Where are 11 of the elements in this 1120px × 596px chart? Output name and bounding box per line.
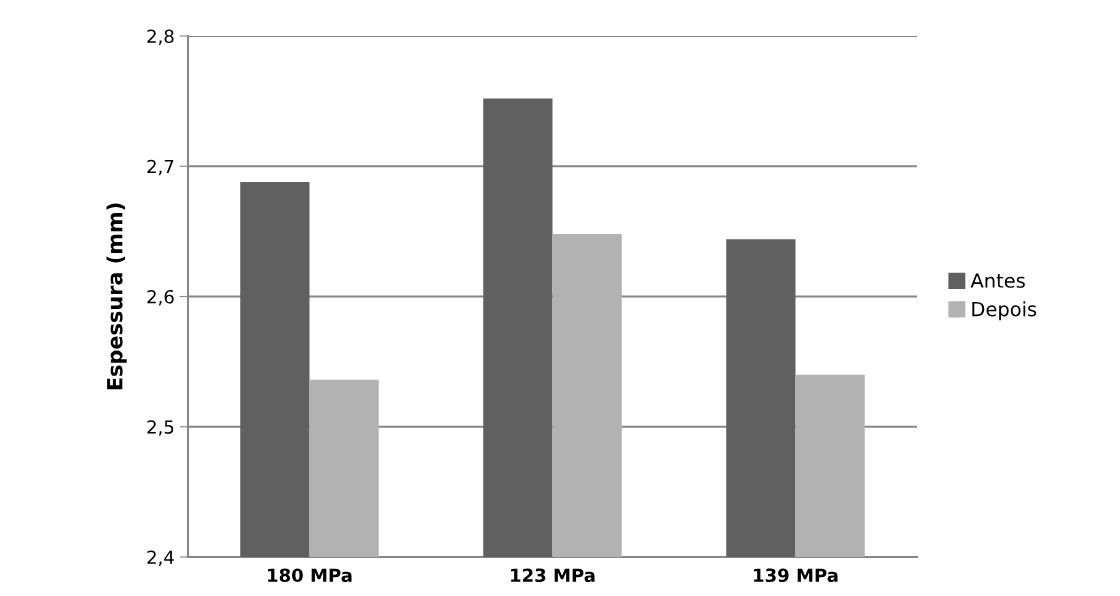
y-tick-label: 2,6 (147, 289, 174, 306)
legend-label: Depois (972, 301, 1037, 321)
legend-label: Antes (970, 273, 1025, 288)
x-tick-label: 123 MPa (511, 568, 595, 583)
x-tick-label: 180 MPa (268, 568, 352, 583)
y-tick-label: 2,7 (147, 159, 174, 176)
y-tick-label: 2,5 (147, 420, 174, 436)
y-axis-title: Espessura (mm) (106, 203, 127, 390)
y-tick-label: 2,4 (147, 550, 174, 566)
y-tick-label: 2,8 (147, 29, 174, 45)
x-tick-label: 139 MPa (754, 568, 838, 583)
